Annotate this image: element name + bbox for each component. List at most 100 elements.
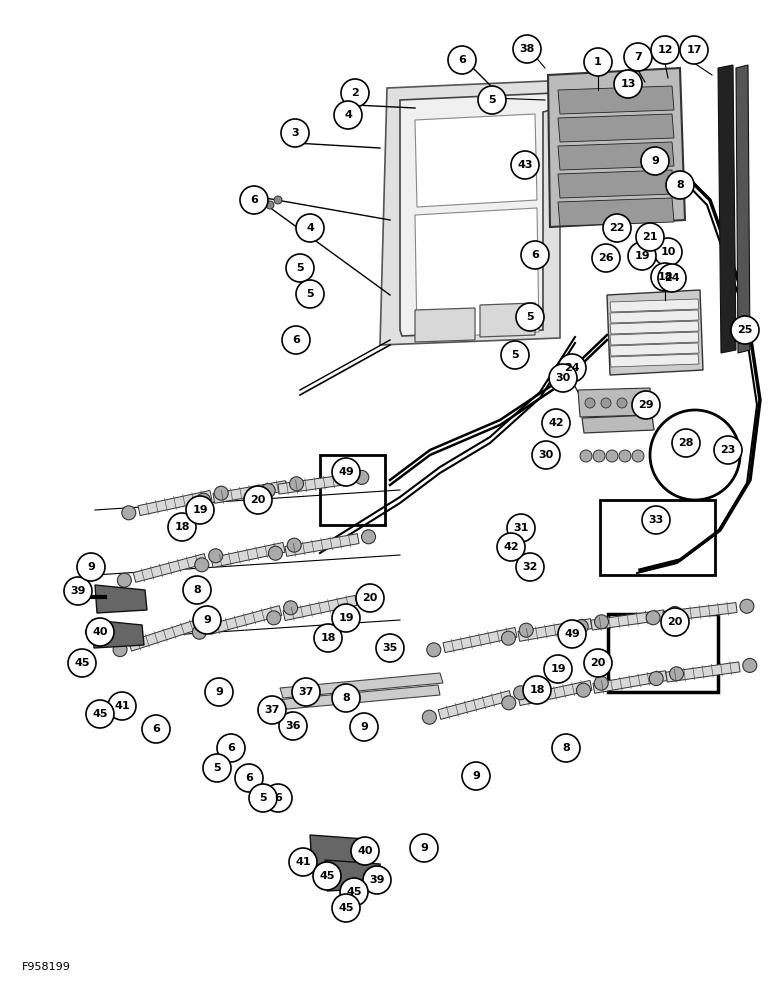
- Circle shape: [351, 837, 379, 865]
- Circle shape: [359, 591, 373, 605]
- Circle shape: [258, 196, 266, 204]
- Text: 6: 6: [250, 195, 258, 205]
- Circle shape: [521, 241, 549, 269]
- Polygon shape: [610, 310, 699, 323]
- Circle shape: [502, 696, 516, 710]
- Circle shape: [455, 54, 462, 62]
- Circle shape: [244, 486, 272, 514]
- Circle shape: [193, 606, 221, 634]
- Circle shape: [666, 171, 694, 199]
- Text: 42: 42: [548, 418, 564, 428]
- Circle shape: [516, 303, 544, 331]
- Circle shape: [542, 409, 570, 437]
- Circle shape: [281, 119, 309, 147]
- Text: 43: 43: [517, 160, 533, 170]
- Text: 20: 20: [667, 617, 682, 627]
- Circle shape: [249, 784, 277, 812]
- Circle shape: [669, 667, 683, 681]
- Text: 10: 10: [660, 247, 676, 257]
- Circle shape: [448, 46, 476, 74]
- Text: 18: 18: [174, 522, 190, 532]
- Circle shape: [594, 615, 608, 629]
- Circle shape: [313, 862, 341, 890]
- Circle shape: [261, 484, 275, 498]
- Text: 5: 5: [511, 350, 519, 360]
- Circle shape: [195, 558, 208, 572]
- Circle shape: [203, 613, 217, 627]
- Circle shape: [628, 242, 656, 270]
- Text: 19: 19: [192, 505, 208, 515]
- Circle shape: [672, 429, 700, 457]
- Text: 20: 20: [362, 593, 378, 603]
- Polygon shape: [443, 627, 517, 653]
- Circle shape: [214, 486, 229, 500]
- Circle shape: [636, 223, 664, 251]
- Circle shape: [530, 250, 540, 259]
- Text: 4: 4: [306, 223, 314, 233]
- Circle shape: [658, 264, 686, 292]
- Circle shape: [332, 894, 360, 922]
- Polygon shape: [610, 299, 699, 312]
- Circle shape: [376, 634, 404, 662]
- Circle shape: [513, 686, 527, 700]
- Text: 45: 45: [320, 871, 335, 881]
- Circle shape: [619, 450, 631, 462]
- Circle shape: [513, 35, 541, 63]
- Text: 23: 23: [720, 445, 736, 455]
- Circle shape: [240, 186, 268, 214]
- Circle shape: [363, 866, 391, 894]
- Circle shape: [186, 496, 214, 524]
- Circle shape: [584, 649, 612, 677]
- Polygon shape: [310, 835, 367, 866]
- Circle shape: [355, 470, 369, 484]
- Circle shape: [641, 147, 669, 175]
- Polygon shape: [283, 595, 357, 621]
- Polygon shape: [593, 671, 667, 693]
- Circle shape: [289, 848, 317, 876]
- Circle shape: [86, 618, 114, 646]
- Text: 49: 49: [338, 467, 354, 477]
- Polygon shape: [582, 415, 654, 433]
- Circle shape: [743, 658, 757, 672]
- Text: 19: 19: [338, 613, 354, 623]
- Circle shape: [511, 151, 539, 179]
- Circle shape: [487, 95, 495, 102]
- Polygon shape: [558, 170, 674, 198]
- Text: 6: 6: [227, 743, 235, 753]
- Polygon shape: [95, 585, 147, 613]
- Text: 36: 36: [285, 721, 301, 731]
- Text: 17: 17: [686, 45, 702, 55]
- Circle shape: [235, 764, 263, 792]
- Circle shape: [552, 734, 580, 762]
- Circle shape: [208, 549, 222, 563]
- Polygon shape: [415, 114, 537, 207]
- Text: 5: 5: [296, 263, 304, 273]
- Circle shape: [361, 530, 375, 544]
- Circle shape: [296, 214, 324, 242]
- Polygon shape: [548, 68, 685, 227]
- Text: 6: 6: [292, 335, 300, 345]
- Circle shape: [205, 678, 233, 706]
- Polygon shape: [400, 93, 558, 336]
- Text: 45: 45: [347, 887, 362, 897]
- Text: 40: 40: [357, 846, 373, 856]
- Text: 3: 3: [291, 128, 299, 138]
- Circle shape: [558, 354, 586, 382]
- Circle shape: [584, 48, 612, 76]
- Circle shape: [258, 696, 286, 724]
- Circle shape: [614, 70, 642, 98]
- Text: 5: 5: [488, 95, 496, 105]
- Circle shape: [459, 54, 466, 62]
- Polygon shape: [591, 610, 665, 630]
- Circle shape: [203, 754, 231, 782]
- Circle shape: [296, 280, 324, 308]
- Text: 49: 49: [564, 629, 580, 639]
- Circle shape: [332, 604, 360, 632]
- Text: 24: 24: [564, 363, 580, 373]
- Text: 33: 33: [648, 515, 664, 525]
- Circle shape: [577, 683, 591, 697]
- Circle shape: [502, 631, 516, 645]
- Circle shape: [282, 326, 310, 354]
- Text: 5: 5: [259, 793, 267, 803]
- Text: 18: 18: [657, 272, 672, 282]
